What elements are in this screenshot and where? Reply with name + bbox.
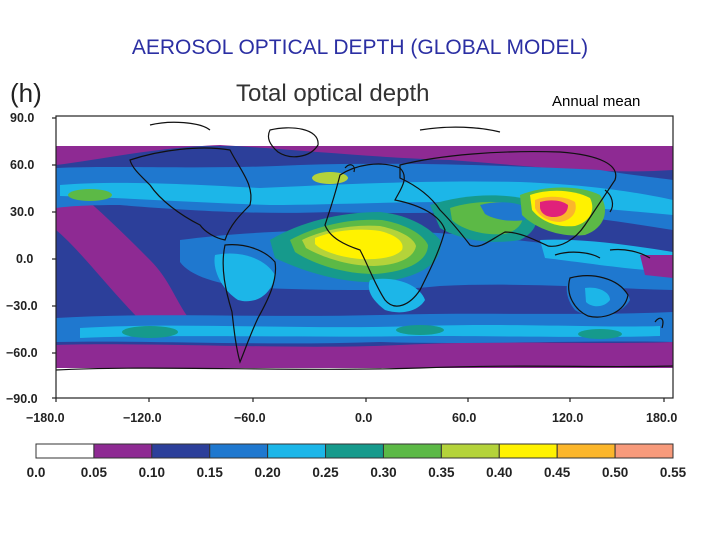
- colorbar-swatch: [267, 443, 327, 459]
- x-tick-label: 60.0: [452, 411, 476, 425]
- y-tick-label: 0.0: [16, 252, 33, 266]
- x-tick-marks: [55, 398, 665, 402]
- colorbar-tick-label: 0.05: [81, 465, 108, 480]
- x-tick-label: 180.0: [646, 411, 677, 425]
- colorbar-tick-label: 0.25: [312, 465, 339, 480]
- y-tick-label: −30.0: [6, 299, 38, 313]
- x-tick-label: −180.0: [26, 411, 65, 425]
- colorbar-swatch: [614, 443, 674, 459]
- x-tick-label: 0.0: [355, 411, 372, 425]
- colorbar-tick-label: 0.35: [428, 465, 455, 480]
- colorbar-tick-label: 0.20: [254, 465, 280, 480]
- x-tick-label: −60.0: [234, 411, 266, 425]
- colorbar-swatch: [93, 443, 153, 459]
- colorbar-swatch: [498, 443, 558, 459]
- optical-depth-field: [56, 116, 673, 398]
- y-tick-label: 90.0: [10, 111, 34, 125]
- colorbar-tick-label: 0.40: [486, 465, 512, 480]
- colorbar: [35, 443, 674, 459]
- colorbar-swatch: [35, 443, 95, 459]
- colorbar-tick-label: 0.50: [602, 465, 628, 480]
- colorbar-swatch: [325, 443, 384, 459]
- colorbar-swatch: [151, 443, 211, 459]
- coastlines: [56, 121, 673, 371]
- colorbar-swatch: [209, 443, 269, 459]
- colorbar-tick-label: 0.15: [197, 465, 224, 480]
- colorbar-tick-label: 0.55: [660, 465, 687, 480]
- y-tick-label: 30.0: [10, 205, 34, 219]
- colorbar-tick-label: 0.0: [27, 465, 46, 480]
- y-tick-label: 60.0: [10, 158, 34, 172]
- colorbar-ticks: 0.0 0.05 0.10 0.15 0.20 0.25 0.30 0.35 0.40 0.45 0…: [27, 465, 687, 480]
- map-title: Total optical depth: [236, 80, 430, 107]
- colorbar-swatch: [440, 443, 500, 459]
- slide-title: AEROSOL OPTICAL DEPTH (GLOBAL MODEL): [131, 36, 589, 59]
- colorbar-tick-label: 0.30: [370, 465, 396, 480]
- y-tick-label: −60.0: [6, 346, 38, 360]
- annual-mean-annotation: Annual mean: [552, 93, 641, 110]
- colorbar-swatch: [382, 443, 442, 459]
- map-frame: [55, 115, 674, 399]
- x-tick-label: 120.0: [552, 411, 583, 425]
- y-tick-marks: [52, 117, 56, 399]
- colorbar-tick-label: 0.10: [139, 465, 165, 480]
- colorbar-tick-label: 0.45: [544, 465, 571, 480]
- y-tick-label: −90.0: [6, 392, 38, 406]
- x-tick-label: −120.0: [123, 411, 162, 425]
- colorbar-swatch: [556, 443, 616, 459]
- panel-label: (h): [10, 78, 42, 108]
